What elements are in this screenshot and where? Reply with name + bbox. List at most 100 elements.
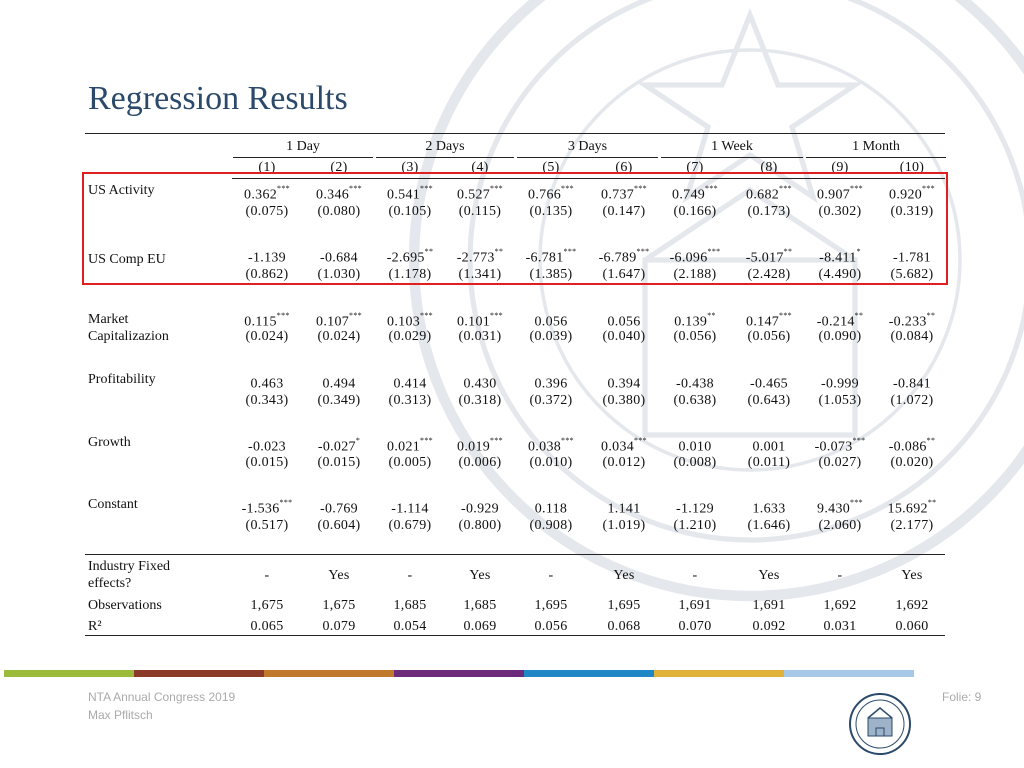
standard-error-cell: (0.173) <box>747 204 791 219</box>
model-number: (6) <box>615 160 633 175</box>
standard-error-cell: (1.030) <box>317 267 361 282</box>
standard-error-cell: (2.428) <box>747 267 791 282</box>
model-number: (4) <box>471 160 489 175</box>
significance-stars: *** <box>276 311 290 320</box>
significance-stars: *** <box>852 436 866 445</box>
standard-error-cell: (0.080) <box>317 204 361 219</box>
standard-error-cell: (0.012) <box>602 455 646 470</box>
coefficient-value: 0.001 <box>752 439 786 455</box>
model-number: (1) <box>258 160 276 175</box>
summary-cell: Yes <box>328 568 350 583</box>
standard-error-cell: (2.060) <box>818 518 862 533</box>
coefficient-value: 0.115 <box>244 314 277 330</box>
standard-error-cell: (0.147) <box>602 204 646 219</box>
coefficient-cell: 0.430 <box>444 372 516 393</box>
model-number: (9) <box>831 160 849 175</box>
standard-error-cell: (0.084) <box>890 329 934 344</box>
coefficient-cell: 0.920*** <box>876 183 948 204</box>
university-seal-watermark <box>408 0 1024 602</box>
horizon-header: 1 Week <box>711 139 753 154</box>
standard-error-cell: (0.031) <box>458 329 502 344</box>
standard-error-cell: (0.166) <box>673 204 717 219</box>
coefficient-value: 1.141 <box>607 501 641 517</box>
standard-error-cell: (0.010) <box>529 455 573 470</box>
horizon-underline <box>376 157 514 158</box>
summary-cell: 1,695 <box>534 598 568 613</box>
standard-error-cell: (0.011) <box>747 455 791 470</box>
significance-stars: ** <box>424 247 434 256</box>
coefficient-value: 0.394 <box>607 376 641 392</box>
coefficient-value: -0.214 <box>816 314 855 330</box>
standard-error-cell: (0.027) <box>818 455 862 470</box>
significance-stars: ** <box>927 498 937 507</box>
summary-cell: 1,695 <box>607 598 641 613</box>
standard-error-cell: (2.177) <box>890 518 934 533</box>
standard-error-cell: (0.029) <box>388 329 432 344</box>
summary-cell: 1,685 <box>393 598 427 613</box>
coefficient-value: 0.541 <box>387 187 421 203</box>
summary-cell: 0.070 <box>678 619 712 634</box>
coefficient-value: -5.017 <box>745 250 784 266</box>
summary-cell: - <box>837 568 843 583</box>
coefficient-cell: -0.929 <box>444 497 516 518</box>
standard-error-cell: (1.053) <box>818 393 862 408</box>
summary-cell: Yes <box>758 568 780 583</box>
coefficient-cell: 0.001 <box>733 435 805 456</box>
standard-error-cell: (0.039) <box>529 329 573 344</box>
coefficient-value: 0.118 <box>534 501 568 517</box>
coefficient-cell: 0.346*** <box>303 183 375 204</box>
university-logo-icon <box>849 693 911 755</box>
coefficient-value: -8.411 <box>819 250 857 266</box>
standard-error-cell: (0.643) <box>747 393 791 408</box>
standard-error-cell: (0.372) <box>529 393 573 408</box>
coefficient-cell: -0.086** <box>876 435 948 456</box>
coefficient-value: -0.438 <box>676 376 714 392</box>
coefficient-cell: 9.430*** <box>804 497 876 518</box>
coefficient-cell: 0.541*** <box>374 183 446 204</box>
standard-error-cell: (0.380) <box>602 393 646 408</box>
coefficient-value: 0.362 <box>244 187 278 203</box>
significance-stars: *** <box>420 436 433 445</box>
coefficient-cell: 0.056 <box>515 310 587 331</box>
coefficient-value: 0.749 <box>672 187 706 203</box>
standard-error-cell: (0.115) <box>458 204 502 219</box>
coefficient-cell: -0.023 <box>231 435 303 456</box>
row-label: Market <box>88 312 129 327</box>
coefficient-value: 0.056 <box>607 314 641 330</box>
footer-color-segment <box>654 670 784 677</box>
summary-cell: 1,675 <box>322 598 356 613</box>
summary-label: R² <box>88 619 102 634</box>
coefficient-cell: 0.118 <box>515 497 587 518</box>
coefficient-cell: -1.139 <box>231 246 303 267</box>
row-label: Profitability <box>88 372 156 387</box>
significance-stars: *** <box>277 184 290 193</box>
standard-error-cell: (0.349) <box>317 393 361 408</box>
standard-error-cell: (5.682) <box>890 267 934 282</box>
standard-error-cell: (0.015) <box>245 455 289 470</box>
horizon-underline <box>806 157 946 158</box>
coefficient-value: 0.139 <box>674 314 708 330</box>
coefficient-cell: 1.141 <box>588 497 660 518</box>
coefficient-cell: -6.789*** <box>588 246 660 267</box>
coefficient-cell: -6.781*** <box>515 246 587 267</box>
coefficient-value: 0.346 <box>316 187 350 203</box>
footer-color-segment <box>784 670 914 677</box>
coefficient-value: 0.920 <box>889 187 923 203</box>
coefficient-value: -1.781 <box>893 250 931 266</box>
coefficient-cell: 0.737*** <box>588 183 660 204</box>
coefficient-value: 0.019 <box>457 439 491 455</box>
significance-stars: *** <box>636 247 650 256</box>
summary-cell: 1,692 <box>823 598 857 613</box>
significance-stars: ** <box>854 311 864 320</box>
standard-error-cell: (0.800) <box>458 518 502 533</box>
coefficient-cell: 0.682*** <box>733 183 805 204</box>
significance-stars: *** <box>779 311 792 320</box>
summary-cell: Yes <box>613 568 635 583</box>
significance-stars: *** <box>279 498 293 507</box>
coefficient-cell: 0.101*** <box>444 310 516 331</box>
standard-error-cell: (0.040) <box>602 329 646 344</box>
summary-cell: 0.056 <box>534 619 568 634</box>
row-label: US Activity <box>88 183 155 198</box>
summary-cell: Yes <box>901 568 923 583</box>
summary-cell: - <box>264 568 270 583</box>
